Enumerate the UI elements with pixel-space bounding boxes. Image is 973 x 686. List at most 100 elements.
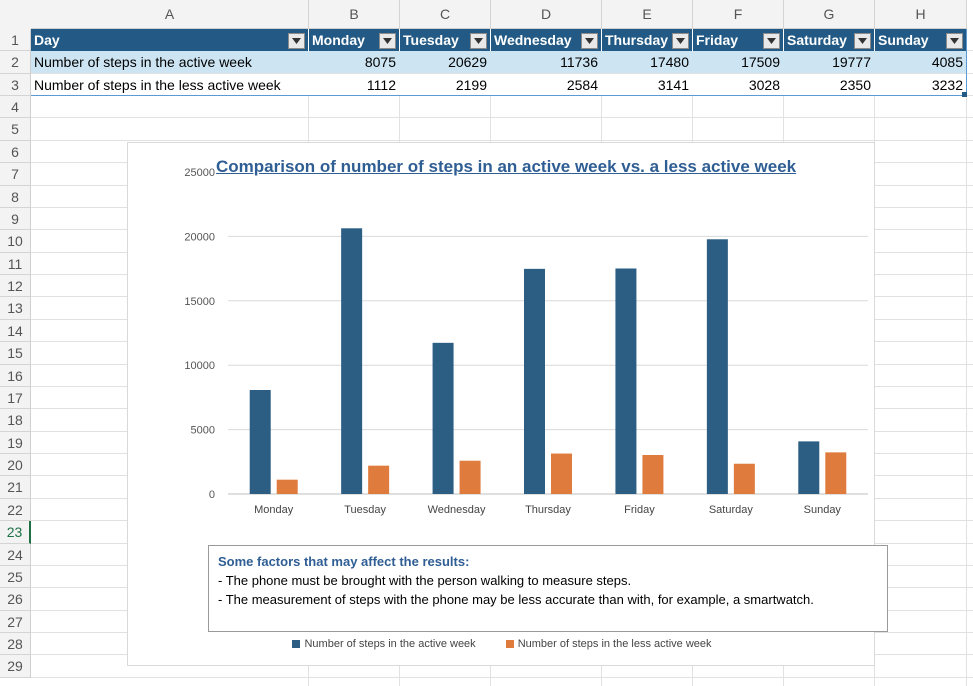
- table-header-cell[interactable]: Friday: [693, 29, 784, 51]
- filter-dropdown-button[interactable]: [379, 33, 396, 49]
- column-header[interactable]: C: [400, 0, 491, 29]
- table-header-cell[interactable]: Thursday: [602, 29, 693, 51]
- x-tick-label: Saturday: [709, 504, 754, 516]
- row-header[interactable]: 6: [0, 141, 31, 163]
- table-cell[interactable]: 4085: [875, 51, 967, 73]
- chart[interactable]: Comparison of number of steps in an acti…: [127, 142, 888, 666]
- chevron-down-icon: [676, 38, 685, 44]
- select-all-corner[interactable]: [0, 0, 32, 30]
- row-header[interactable]: 29: [0, 655, 31, 678]
- bar-series2: [642, 454, 664, 494]
- row-header[interactable]: 10: [0, 230, 31, 253]
- gridline-horizontal: [31, 117, 973, 118]
- table-header-cell[interactable]: Wednesday: [491, 29, 602, 51]
- legend-label: Number of steps in the less active week: [517, 638, 712, 650]
- x-tick-label: Friday: [624, 504, 655, 516]
- bar-series1: [341, 228, 363, 495]
- table-cell[interactable]: 2584: [491, 74, 602, 95]
- row-header[interactable]: 28: [0, 633, 31, 655]
- row-header[interactable]: 19: [0, 432, 31, 454]
- header-label: Thursday: [605, 32, 669, 48]
- y-tick-label: 5000: [191, 425, 215, 437]
- row-header[interactable]: 24: [0, 544, 31, 566]
- table-cell[interactable]: 1112: [309, 74, 400, 95]
- table-cell[interactable]: Number of steps in the less active week: [31, 74, 309, 95]
- filter-dropdown-button[interactable]: [854, 33, 871, 49]
- table-header-cell[interactable]: Saturday: [784, 29, 875, 51]
- chevron-down-icon: [383, 38, 392, 44]
- table-cell[interactable]: 17480: [602, 51, 693, 73]
- legend-item: Number of steps in the less active week: [505, 638, 712, 650]
- filter-dropdown-button[interactable]: [470, 33, 487, 49]
- chart-title: Comparison of number of steps in an acti…: [216, 157, 797, 176]
- row-header[interactable]: 11: [0, 253, 31, 275]
- row-header[interactable]: 7: [0, 163, 31, 186]
- table-cell[interactable]: 19777: [784, 51, 875, 73]
- table-cell[interactable]: 3028: [693, 74, 784, 95]
- row-header[interactable]: 2: [0, 51, 31, 74]
- x-tick-label: Tuesday: [344, 504, 386, 516]
- gridline-horizontal: [31, 140, 973, 141]
- y-tick-label: 10000: [184, 360, 215, 372]
- filter-dropdown-button[interactable]: [763, 33, 780, 49]
- row-header[interactable]: 27: [0, 611, 31, 633]
- table-cell[interactable]: 8075: [309, 51, 400, 73]
- filter-dropdown-button[interactable]: [672, 33, 689, 49]
- header-label: Sunday: [878, 32, 929, 48]
- table-cell[interactable]: 2350: [784, 74, 875, 95]
- chevron-down-icon: [950, 38, 959, 44]
- header-label: Saturday: [787, 32, 847, 48]
- column-header[interactable]: F: [693, 0, 784, 29]
- table-cell[interactable]: 3141: [602, 74, 693, 95]
- row-header[interactable]: 23: [0, 521, 31, 544]
- table-cell[interactable]: 2199: [400, 74, 491, 95]
- row-header[interactable]: 1: [0, 29, 31, 51]
- bar-series2: [459, 460, 481, 494]
- chevron-down-icon: [292, 38, 301, 44]
- row-header[interactable]: 9: [0, 208, 31, 230]
- table-cell[interactable]: 3232: [875, 74, 967, 95]
- column-header[interactable]: B: [309, 0, 400, 29]
- gridline-vertical: [966, 29, 967, 686]
- table-header-cell[interactable]: Day: [31, 29, 309, 51]
- x-tick-label: Thursday: [525, 504, 571, 516]
- row-header[interactable]: 20: [0, 454, 31, 476]
- column-header[interactable]: D: [491, 0, 602, 29]
- row-header[interactable]: 14: [0, 320, 31, 342]
- note-box[interactable]: Some factors that may affect the results…: [208, 545, 888, 632]
- table-header-cell[interactable]: Tuesday: [400, 29, 491, 51]
- bar-series1: [615, 268, 637, 494]
- row-header[interactable]: 12: [0, 275, 31, 297]
- row-header[interactable]: 22: [0, 499, 31, 521]
- column-header[interactable]: H: [875, 0, 967, 29]
- header-label: Day: [34, 32, 60, 48]
- row-header[interactable]: 5: [0, 118, 31, 141]
- row-header[interactable]: 21: [0, 476, 31, 499]
- table-cell[interactable]: 20629: [400, 51, 491, 73]
- column-header[interactable]: G: [784, 0, 875, 29]
- table-cell[interactable]: 17509: [693, 51, 784, 73]
- column-header[interactable]: A: [31, 0, 309, 29]
- row-header[interactable]: 17: [0, 387, 31, 409]
- table-cell[interactable]: Number of steps in the active week: [31, 51, 309, 73]
- row-header[interactable]: 8: [0, 186, 31, 208]
- filter-dropdown-button[interactable]: [946, 33, 963, 49]
- bar-series2: [733, 463, 755, 494]
- row-header[interactable]: 3: [0, 74, 31, 96]
- legend-swatch-series1: [292, 640, 301, 648]
- row-header[interactable]: 4: [0, 96, 31, 118]
- filter-dropdown-button[interactable]: [581, 33, 598, 49]
- row-header[interactable]: 18: [0, 409, 31, 432]
- column-header[interactable]: E: [602, 0, 693, 29]
- row-header[interactable]: 13: [0, 297, 31, 320]
- table-cell[interactable]: 11736: [491, 51, 602, 73]
- table-header-cell[interactable]: Sunday: [875, 29, 967, 51]
- table-border: [966, 29, 967, 96]
- filter-dropdown-button[interactable]: [288, 33, 305, 49]
- row-header[interactable]: 16: [0, 365, 31, 387]
- row-header[interactable]: 15: [0, 342, 31, 365]
- row-header[interactable]: 26: [0, 588, 31, 611]
- resize-handle[interactable]: [962, 92, 967, 97]
- table-header-cell[interactable]: Monday: [309, 29, 400, 51]
- row-header[interactable]: 25: [0, 566, 31, 588]
